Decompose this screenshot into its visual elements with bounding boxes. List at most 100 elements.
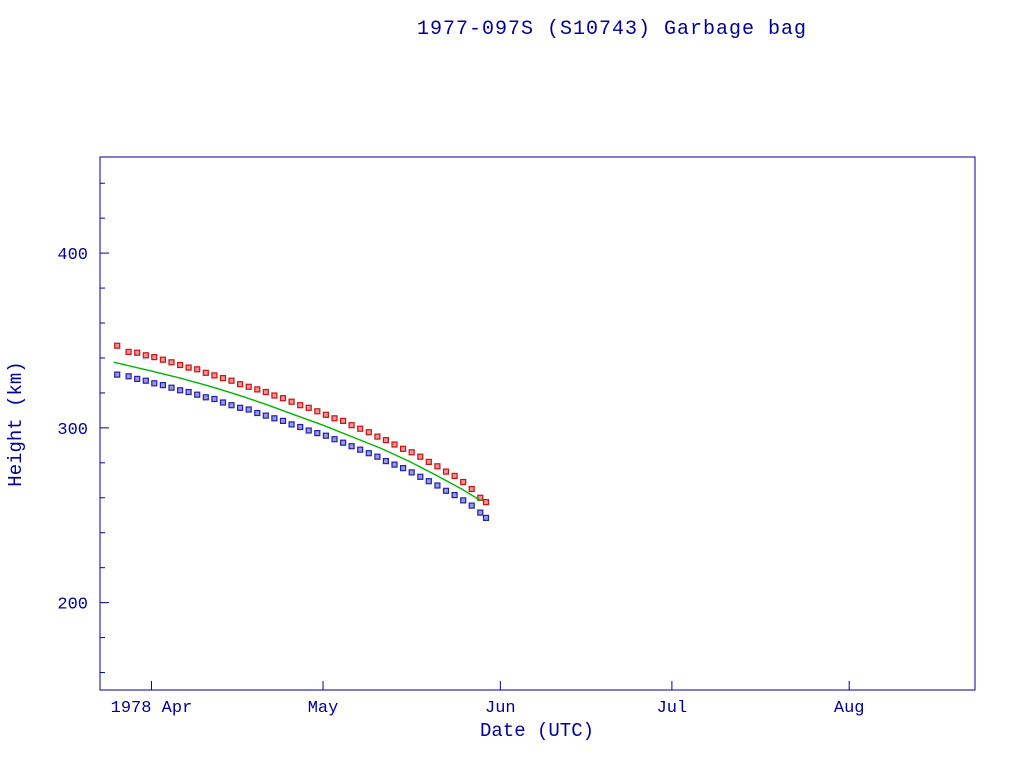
apogee-height-point — [331, 415, 338, 422]
apogee-height-point — [237, 381, 244, 388]
apogee-height-point — [340, 417, 347, 424]
perigee-height-point — [340, 439, 347, 446]
apogee-height-point — [159, 356, 166, 363]
apogee-height-point — [288, 398, 295, 405]
x-tick-label: Jun — [485, 699, 516, 718]
apogee-height-point — [219, 375, 227, 382]
perigee-height-point — [357, 446, 364, 453]
apogee-height-point — [408, 449, 415, 456]
perigee-height-point — [228, 402, 235, 409]
plot-frame — [99, 156, 976, 691]
perigee-height-point — [331, 436, 338, 443]
apogee-height-point — [125, 348, 132, 355]
perigee-height-point — [297, 423, 304, 431]
perigee-height-point — [245, 406, 252, 413]
perigee-height-point — [237, 404, 244, 411]
perigee-height-point — [254, 409, 261, 417]
perigee-height-point — [219, 399, 227, 406]
y-tick-label: 300 — [57, 421, 88, 440]
perigee-height-point — [159, 382, 166, 389]
perigee-height-point — [288, 421, 295, 428]
perigee-height-point — [348, 443, 355, 450]
perigee-height-point — [434, 482, 441, 489]
apogee-height-point — [322, 411, 329, 418]
perigee-height-point — [365, 450, 372, 457]
apogee-height-point — [425, 458, 432, 465]
y-tick-label: 400 — [57, 246, 88, 265]
perigee-height-point — [417, 473, 424, 480]
perigee-height-point — [305, 427, 312, 434]
perigee-height-point — [185, 388, 192, 396]
apogee-height-point — [297, 402, 304, 409]
x-tick-label: May — [308, 699, 339, 718]
perigee-height-point — [142, 377, 149, 384]
apogee-height-point — [434, 463, 441, 470]
y-tick-label: 200 — [57, 596, 88, 615]
perigee-height-point — [114, 371, 121, 378]
perigee-height-point — [400, 465, 407, 472]
apogee-height-point — [382, 437, 389, 444]
perigee-height-point — [134, 375, 141, 382]
apogee-height-point — [365, 429, 372, 436]
perigee-height-point — [168, 384, 175, 391]
apogee-height-point — [228, 377, 235, 384]
apogee-height-point — [451, 472, 458, 479]
perigee-height-point — [314, 430, 321, 437]
apogee-height-point — [194, 366, 201, 373]
perigee-height-point — [262, 412, 269, 419]
apogee-height-point — [168, 359, 175, 366]
apogee-height-point — [482, 499, 490, 506]
apogee-height-point — [391, 441, 398, 448]
perigee-height-point — [271, 415, 278, 422]
apogee-height-point — [460, 478, 467, 486]
apogee-height-point — [442, 468, 450, 475]
x-tick-label: Jul — [657, 699, 688, 718]
x-tick-label: 1978 Apr — [111, 699, 193, 718]
perigee-height-point — [460, 497, 467, 504]
perigee-height-point — [125, 373, 132, 380]
apogee-height-point — [417, 453, 424, 460]
perigee-height-point — [442, 487, 450, 494]
apogee-height-point — [142, 352, 149, 359]
apogee-height-point — [134, 349, 141, 356]
perigee-height-point — [194, 391, 201, 398]
apogee-height-point — [202, 369, 209, 376]
perigee-height-point — [391, 461, 398, 468]
perigee-height-point — [482, 514, 490, 522]
perigee-height-point — [322, 432, 329, 439]
perigee-height-point — [425, 478, 432, 485]
apogee-height-point — [211, 372, 218, 379]
apogee-height-point — [279, 395, 287, 402]
apogee-height-point — [348, 422, 355, 429]
apogee-height-point — [357, 425, 364, 432]
apogee-height-point — [185, 364, 192, 371]
apogee-height-point — [400, 445, 407, 452]
chart-title: 1977-097S (S10743) Garbage bag — [416, 18, 808, 41]
perigee-height-point — [451, 492, 458, 499]
perigee-height-point — [468, 502, 475, 509]
apogee-height-point — [262, 388, 269, 396]
perigee-height-point — [374, 453, 381, 460]
apogee-height-point — [271, 392, 278, 399]
apogee-height-point — [314, 408, 321, 415]
x-axis-label: Date (UTC) — [479, 720, 595, 742]
x-tick-label: Aug — [834, 699, 865, 718]
apogee-height-point — [114, 342, 121, 349]
mean-height-fit-line — [113, 361, 481, 502]
perigee-height-point — [408, 469, 415, 476]
apogee-height-point — [374, 433, 381, 440]
apogee-height-point — [305, 404, 312, 411]
apogee-height-point — [151, 354, 158, 361]
perigee-height-point — [202, 394, 209, 401]
apogee-height-point — [245, 383, 252, 390]
apogee-height-point — [468, 485, 475, 493]
apogee-height-point — [254, 386, 261, 393]
perigee-height-point — [382, 458, 389, 465]
perigee-height-point — [151, 380, 158, 387]
perigee-height-point — [211, 395, 218, 403]
perigee-height-point — [177, 387, 184, 394]
perigee-height-point — [477, 509, 484, 516]
perigee-height-point — [279, 417, 287, 424]
